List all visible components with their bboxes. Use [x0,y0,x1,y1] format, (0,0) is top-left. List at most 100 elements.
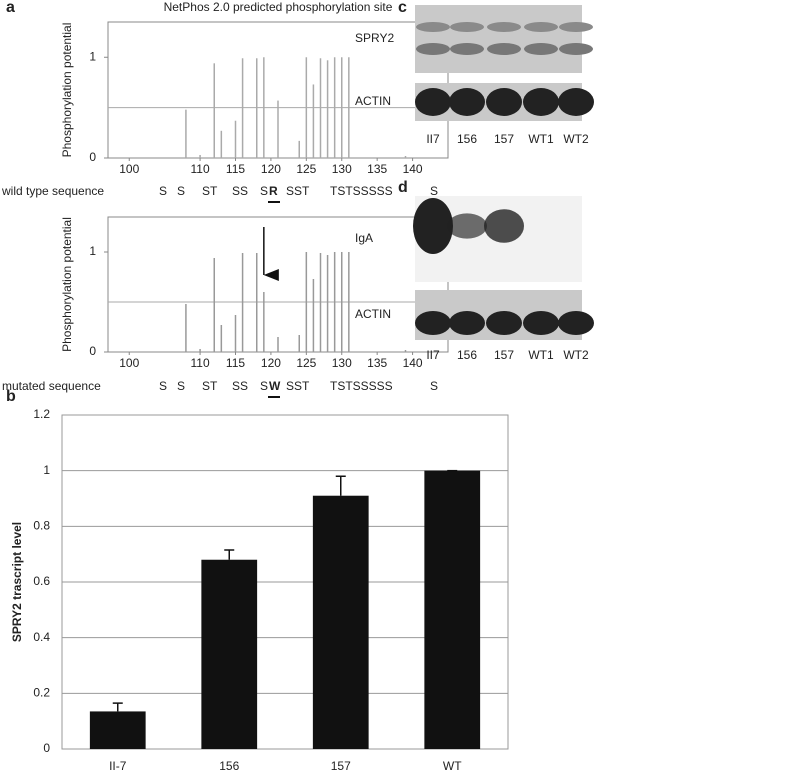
band [523,311,559,335]
y-tick-label: 0.4 [33,630,50,644]
sequence-residue: S [177,379,185,393]
blot-row-label: ACTIN [355,94,391,108]
lane-label: II7 [426,348,440,362]
sequence-label: mutated sequence [2,379,101,393]
panel-label: c [398,0,407,16]
blot-row-label: IgA [355,231,373,245]
band [524,22,558,32]
sequence-residue: S [159,379,167,393]
band [450,43,484,55]
lane-label: WT2 [563,348,589,362]
x-tick-label: 157 [331,759,351,773]
error-bar [112,702,123,712]
panel-label: b [6,388,16,405]
sequence-residue: S [430,379,438,393]
lane-label: 157 [494,132,514,146]
x-tick-label: 140 [403,162,423,176]
sequence-residue: TSTSSSSS [330,184,393,198]
x-tick-label: 110 [191,356,210,370]
band [449,88,485,116]
x-tick-label: 140 [403,356,423,370]
sequence-residue: S [430,184,438,198]
sequence-residue: SST [286,184,310,198]
lane-label: WT1 [528,348,554,362]
band [487,43,521,55]
band [447,213,487,239]
band [450,22,484,32]
lane-label: II7 [426,132,440,146]
chart-title: NetPhos 2.0 predicted phosphorylation si… [164,0,393,14]
band [487,22,521,32]
band [558,311,594,335]
lane-label: WT1 [528,132,554,146]
y-tick-label: 0.2 [33,686,50,700]
bar [424,470,481,749]
band [413,198,453,254]
x-tick-label: 125 [296,162,316,176]
y-tick-label: 0.6 [33,574,50,588]
x-tick-label: 120 [261,162,281,176]
band [523,88,559,116]
sequence-highlight: R [269,184,278,198]
band [558,88,594,116]
x-tick-label: II-7 [109,759,127,773]
sequence-residue: SST [286,379,310,393]
x-tick-label: 130 [332,356,352,370]
x-tick-label: 156 [219,759,239,773]
sequence-residue: ST [202,379,218,393]
x-tick-label: 115 [226,356,245,370]
band [524,43,558,55]
y-tick-label: 0 [89,150,96,164]
bar [201,559,258,749]
y-axis-label: Phosphorylation potential [60,217,74,352]
band [486,311,522,335]
error-bar [224,549,235,560]
blot-row-label: ACTIN [355,307,391,321]
plot-frame [61,414,509,750]
band [415,311,451,335]
band [416,43,450,55]
bar [312,495,369,749]
sequence-residue: S [260,184,268,198]
y-tick-label: 1 [43,463,50,477]
sequence-residue: SS [232,184,248,198]
blot-row-label: SPRY2 [355,31,394,45]
x-tick-label: 130 [332,162,352,176]
band [559,43,593,55]
band [484,209,524,243]
band [486,88,522,116]
x-tick-label: 135 [367,356,387,370]
sequence-residue: S [159,184,167,198]
sequence-residue: S [177,184,185,198]
sequence-residue: SS [232,379,248,393]
lane-label: 156 [457,132,477,146]
sequence-residue: ST [202,184,218,198]
y-axis-label: Phosphorylation potential [60,23,74,158]
x-tick-label: 125 [296,356,316,370]
x-tick-label: 110 [191,162,210,176]
band [559,22,593,32]
plot-frame [107,216,449,353]
sequence-residue: S [260,379,268,393]
x-tick-label: 135 [367,162,387,176]
sequence-residue: TSTSSSSS [330,379,393,393]
panel-label: a [6,0,15,16]
sequence-label: wild type sequence [1,184,104,198]
y-tick-label: 1 [89,244,96,258]
band [415,88,451,116]
x-tick-label: 120 [261,356,281,370]
blot-strip [415,5,582,73]
x-tick-label: WT [443,759,462,773]
sequence-highlight: W [269,379,281,393]
lane-label: 157 [494,348,514,362]
panel-label: d [398,179,408,196]
band [416,22,450,32]
lane-label: WT2 [563,132,589,146]
lane-label: 156 [457,348,477,362]
y-tick-label: 0 [43,741,50,755]
x-tick-label: 100 [119,162,139,176]
error-bar [335,475,346,496]
y-tick-label: 1.2 [33,407,50,421]
y-tick-label: 0.8 [33,519,50,533]
